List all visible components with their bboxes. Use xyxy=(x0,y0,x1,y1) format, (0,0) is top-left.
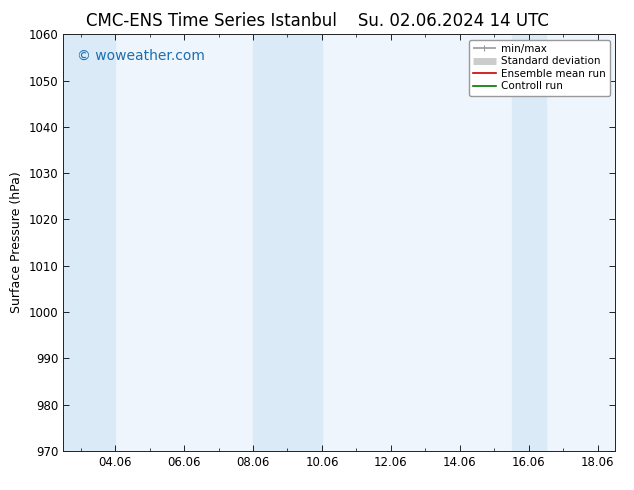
Y-axis label: Surface Pressure (hPa): Surface Pressure (hPa) xyxy=(10,172,23,314)
Legend: min/max, Standard deviation, Ensemble mean run, Controll run: min/max, Standard deviation, Ensemble me… xyxy=(469,40,610,96)
Text: CMC-ENS Time Series Istanbul    Su. 02.06.2024 14 UTC: CMC-ENS Time Series Istanbul Su. 02.06.2… xyxy=(86,12,548,30)
Bar xyxy=(512,34,546,451)
Bar xyxy=(63,34,115,451)
Bar xyxy=(253,34,322,451)
Text: © woweather.com: © woweather.com xyxy=(77,49,205,63)
